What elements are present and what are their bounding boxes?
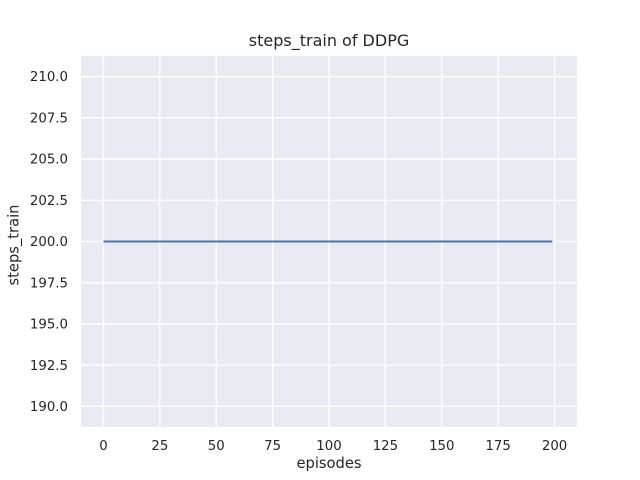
x-tick-label: 175	[485, 439, 510, 454]
y-tick-label: 202.5	[30, 194, 68, 209]
chart-title: steps_train of DDPG	[248, 31, 410, 50]
x-tick-label: 100	[316, 439, 341, 454]
x-tick-label: 150	[429, 439, 454, 454]
x-tick-label: 200	[542, 439, 567, 454]
x-tick-label: 25	[151, 439, 168, 454]
y-tick-label: 192.5	[30, 359, 68, 374]
x-tick-label: 0	[99, 439, 107, 454]
y-tick-label: 205.0	[30, 153, 68, 168]
x-tick-label: 75	[264, 439, 281, 454]
y-tick-label: 200.0	[30, 235, 68, 250]
y-tick-label: 207.5	[30, 111, 68, 126]
y-tick-label: 190.0	[30, 400, 68, 415]
y-tick-label: 197.5	[30, 276, 68, 291]
x-tick-label: 50	[208, 439, 225, 454]
y-tick-label: 195.0	[30, 318, 68, 333]
y-axis-label: steps_train	[5, 204, 23, 286]
x-tick-label: 125	[373, 439, 398, 454]
x-axis-label: episodes	[296, 455, 362, 472]
y-tick-label: 210.0	[30, 70, 68, 85]
